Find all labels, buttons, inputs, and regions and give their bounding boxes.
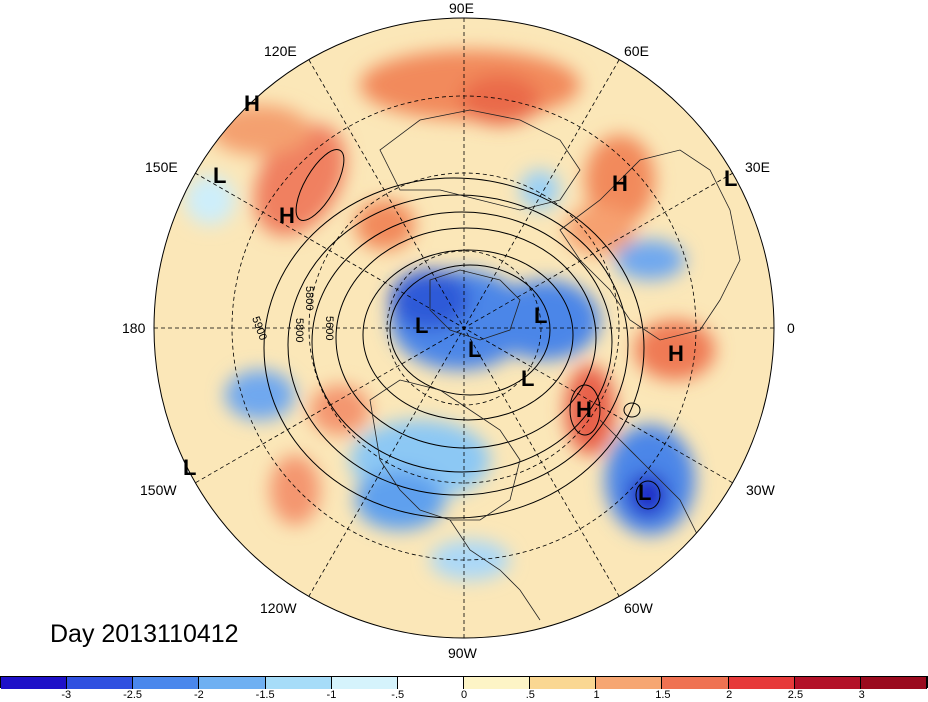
contour-label: 5600 xyxy=(323,316,335,340)
lon-label-30w: 30W xyxy=(746,482,775,498)
contour-label-group: 5800 5600 5900 5800 xyxy=(249,286,335,342)
colorbar xyxy=(0,676,928,689)
colorbar-box xyxy=(265,677,332,689)
colorbar-tick-label: 3 xyxy=(858,689,865,701)
low-pressure-marker: L xyxy=(638,480,652,505)
lon-label-150e: 150E xyxy=(145,159,178,175)
colorbar-tick-label: -1 xyxy=(326,689,337,701)
colorbar-tick-label: -2 xyxy=(193,689,204,701)
high-pressure-marker: H xyxy=(612,171,628,196)
colorbar-box xyxy=(728,677,795,689)
contour-label: 5800 xyxy=(303,286,315,310)
high-pressure-marker: H xyxy=(279,203,295,228)
lon-label-0: 0 xyxy=(787,320,795,336)
colorbar-box xyxy=(331,677,398,689)
lon-label-120e: 120E xyxy=(264,43,297,59)
low-pressure-marker: L xyxy=(724,166,738,191)
high-pressure-marker: H xyxy=(576,397,592,422)
high-pressure-marker: H xyxy=(244,91,260,116)
colorbar-tick-label: .5 xyxy=(525,689,535,701)
high-pressure-marker: H xyxy=(668,341,684,366)
date-title: Day 2013110412 xyxy=(50,620,239,648)
colorbar-box xyxy=(1,677,68,689)
colorbar-tick-label: 2.5 xyxy=(787,689,804,701)
colorbar-box xyxy=(860,677,927,689)
colorbar-tick-label: -2.5 xyxy=(123,689,143,701)
lon-label-60e: 60E xyxy=(624,43,649,59)
height-contours xyxy=(263,149,661,519)
lon-label-180: 180 xyxy=(122,320,146,336)
lon-label-30e: 30E xyxy=(745,159,770,175)
lon-label-90e: 90E xyxy=(449,0,474,16)
low-pressure-marker: L xyxy=(534,303,548,328)
graticule xyxy=(154,18,774,638)
colorbar-box xyxy=(397,677,464,689)
colorbar-tick-label: 2 xyxy=(726,689,733,701)
colorbar-tick-label: -.5 xyxy=(391,689,405,701)
low-pressure-marker: L xyxy=(183,455,197,480)
colorbar-tick-label: 1.5 xyxy=(655,689,671,701)
colorbar-box xyxy=(199,677,266,689)
colorbar-tick-label: -3 xyxy=(61,689,72,701)
colorbar-box xyxy=(596,677,663,689)
lon-label-150w: 150W xyxy=(140,482,177,498)
colorbar-box xyxy=(794,677,861,689)
colorbar-box xyxy=(662,677,729,689)
colorbar-box xyxy=(133,677,200,689)
colorbar-tick-label: 1 xyxy=(593,689,600,701)
colorbar-box xyxy=(463,677,531,689)
contour-label: 5800 xyxy=(293,318,305,342)
lon-label-90w: 90W xyxy=(448,645,477,661)
map-boundary xyxy=(153,17,775,639)
low-pressure-marker: L xyxy=(521,366,535,391)
low-pressure-marker: L xyxy=(213,163,227,188)
low-pressure-marker: L xyxy=(468,337,482,362)
lon-label-120w: 120W xyxy=(260,600,297,616)
colorbar-box xyxy=(530,677,597,689)
colorbar-box xyxy=(67,677,134,689)
colorbar-tick-label: -1.5 xyxy=(255,689,275,701)
lon-label-60w: 60W xyxy=(624,600,653,616)
low-pressure-marker: L xyxy=(415,313,429,338)
colorbar-tick-label: 0 xyxy=(460,689,468,701)
